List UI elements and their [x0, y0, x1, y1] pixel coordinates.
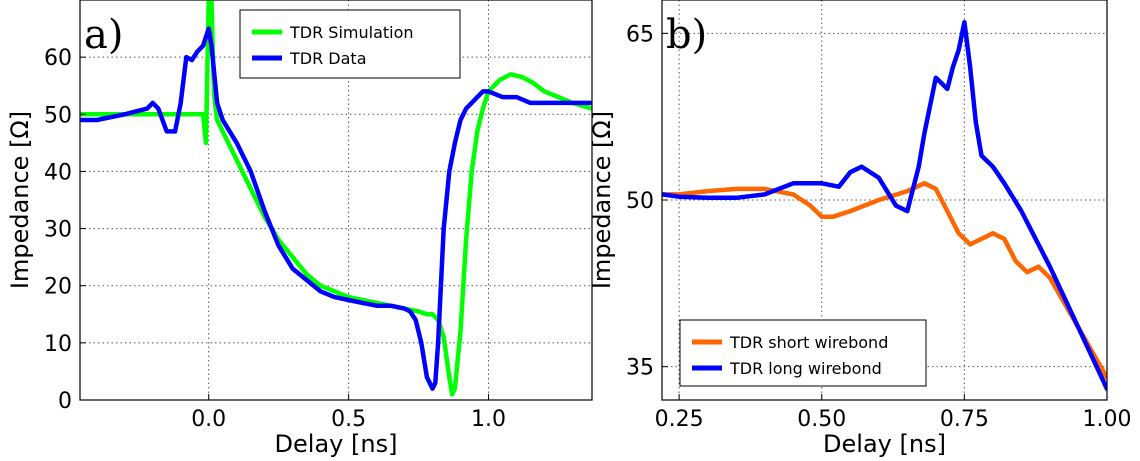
y-axis-label: Impedance [Ω]	[6, 111, 34, 289]
x-tick-label: 0.25	[655, 407, 704, 432]
x-axis-label: Delay [ns]	[275, 430, 398, 458]
panel-label: b)	[666, 12, 707, 58]
y-tick-label: 65	[626, 22, 654, 47]
y-tick-label: 60	[44, 46, 72, 71]
legend-entry: TDR long wirebond	[729, 359, 882, 378]
x-tick-label: 1.0	[471, 407, 506, 432]
y-tick-label: 0	[58, 389, 72, 414]
y-tick-label: 10	[44, 332, 72, 357]
y-tick-label: 40	[44, 160, 72, 185]
y-axis-label: Impedance [Ω]	[588, 111, 616, 289]
x-tick-label: 0.0	[191, 407, 226, 432]
plot-frame	[79, 0, 593, 401]
y-tick-label: 50	[626, 189, 654, 214]
legend-entry: TDR Data	[289, 49, 367, 68]
y-tick-label: 50	[44, 103, 72, 128]
legend-box	[239, 9, 461, 79]
x-tick-label: 1.00	[1083, 407, 1132, 432]
panel-label: a)	[84, 12, 123, 58]
chart-panel-0: 0.0 0.5 1.0 0 10 20 30 40 50 60 Delay [ns] Impedanc…	[6, 0, 593, 458]
series-group	[80, 0, 592, 397]
x-axis-label: Delay [ns]	[823, 430, 946, 458]
series-line-tdr-short-wirebond	[662, 181, 1107, 381]
y-tick-label: 30	[44, 218, 72, 243]
x-tick-label: 0.75	[940, 407, 989, 432]
series-group	[662, 19, 1107, 392]
legend: TDR short wirebond TDR long wirebond	[679, 319, 927, 387]
legend: TDR Simulation TDR Data	[239, 9, 461, 79]
y-tick-label: 35	[626, 356, 654, 381]
series-line-tdr-long-wirebond	[662, 19, 1107, 392]
x-tick-label: 0.5	[331, 407, 366, 432]
y-tick-label: 20	[44, 275, 72, 300]
chart-panel-1: 0.25 0.50 0.75 1.00 35 50 65 Delay [ns] Impedanc…	[588, 0, 1131, 458]
legend-entry: TDR Simulation	[289, 23, 414, 42]
series-line-tdr-data	[80, 26, 592, 391]
legend-entry: TDR short wirebond	[729, 333, 888, 352]
x-tick-label: 0.50	[797, 407, 846, 432]
legend-box	[679, 319, 927, 387]
